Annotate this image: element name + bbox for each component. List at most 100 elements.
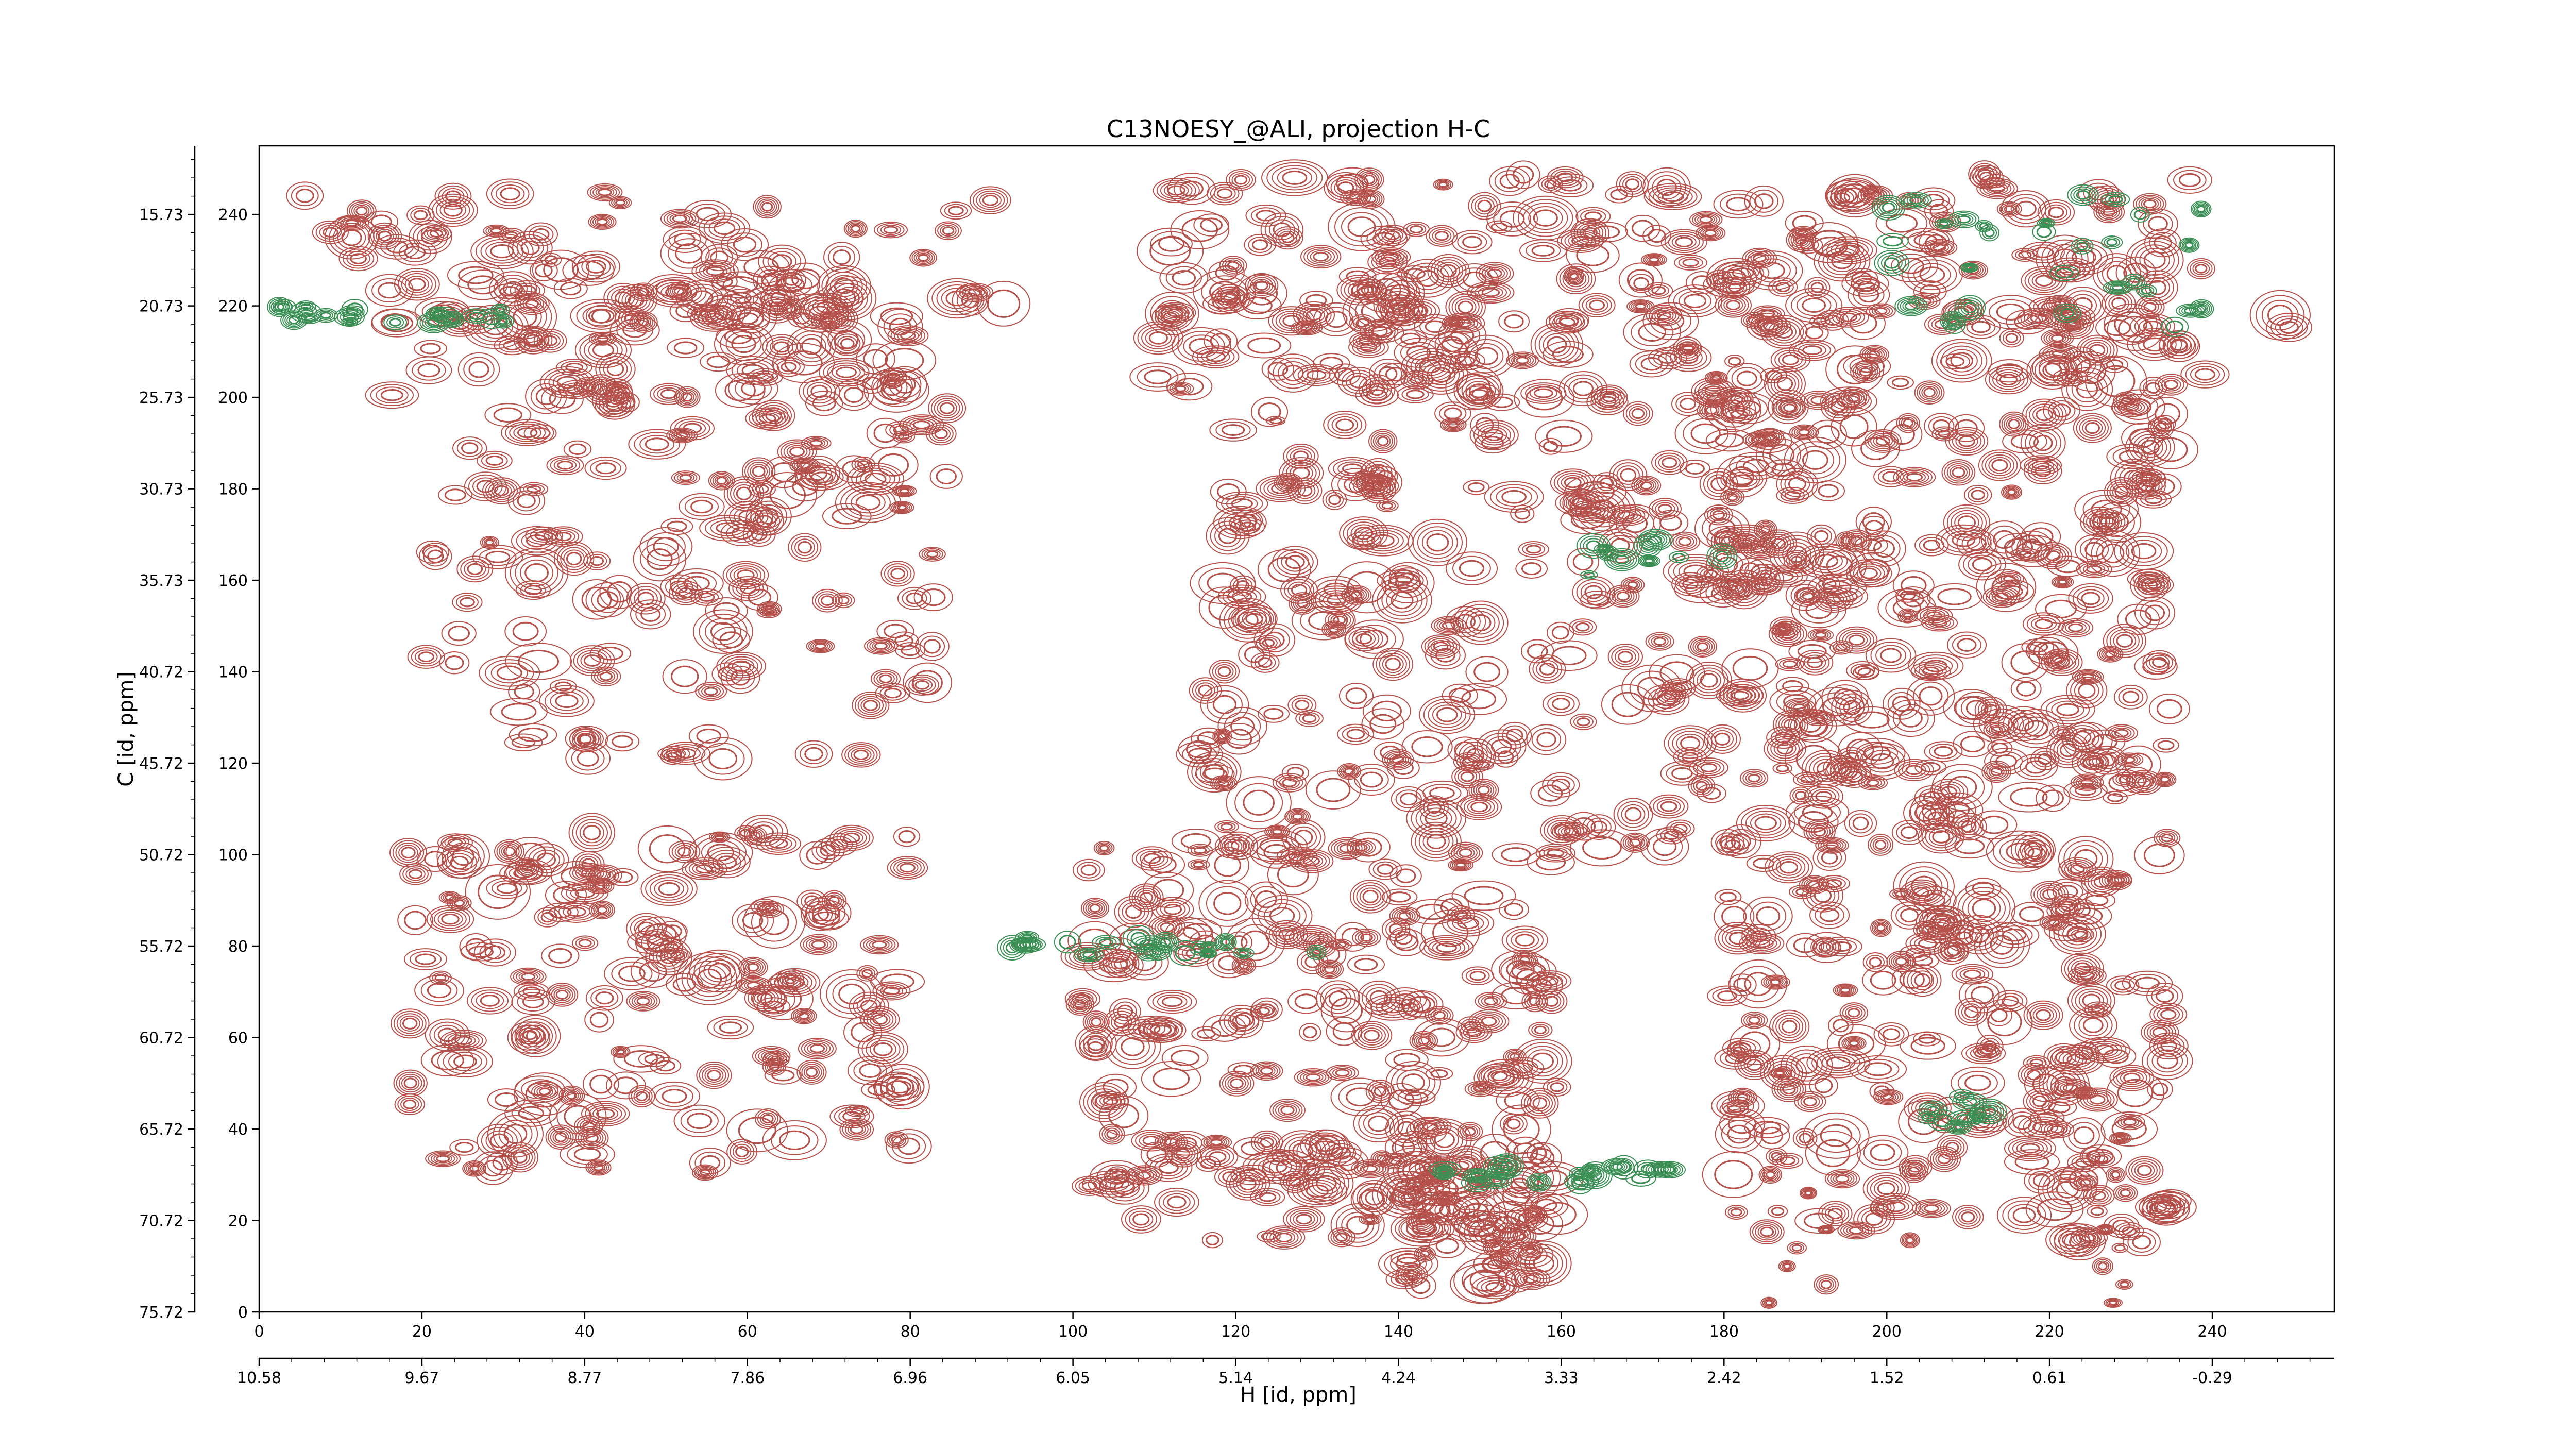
positive-contour [582, 1069, 619, 1100]
positive-contour [799, 1062, 825, 1083]
positive-contour [765, 1052, 787, 1067]
positive-contour [1474, 432, 1511, 454]
positive-contour [893, 860, 922, 876]
positive-contour [1502, 725, 1528, 746]
positive-contour [1663, 690, 1677, 700]
positive-contour [1159, 1135, 1183, 1150]
positive-contour [1278, 1104, 1297, 1117]
positive-contour [726, 1139, 758, 1165]
positive-contour [1290, 448, 1312, 464]
positive-contour [447, 895, 472, 911]
positive-contour [857, 1032, 909, 1067]
positive-contour [692, 609, 754, 654]
positive-contour [422, 544, 444, 560]
positive-contour [872, 1014, 888, 1025]
positive-contour [590, 988, 619, 1008]
positive-contour [1412, 1222, 1437, 1235]
positive-contour [1283, 1173, 1307, 1191]
positive-contour [1570, 713, 1597, 731]
positive-contour [1162, 1136, 1180, 1148]
positive-contour [527, 485, 541, 493]
positive-contour [1274, 473, 1303, 493]
positive-contour [1344, 619, 1404, 659]
positive-contour [851, 465, 900, 493]
positive-contour [1865, 638, 1917, 673]
positive-contour [1745, 811, 1786, 836]
positive-contour [592, 216, 613, 228]
positive-contour [1445, 551, 1498, 585]
positive-contour [1154, 1132, 1188, 1153]
positive-contour [1971, 490, 1985, 500]
positive-contour [671, 470, 700, 485]
positive-contour [286, 181, 324, 210]
positive-contour [1418, 828, 1454, 855]
positive-contour [1590, 820, 1607, 834]
positive-contour [844, 1121, 869, 1137]
positive-contour [1398, 998, 1423, 1020]
positive-contour [633, 537, 687, 582]
positive-contour [863, 1008, 897, 1031]
positive-contour [1352, 928, 1381, 947]
positive-contour [1256, 635, 1281, 651]
positive-contour [631, 1087, 653, 1105]
positive-contour [1714, 732, 1731, 746]
positive-contour [1679, 459, 1711, 478]
positive-contour [842, 1111, 861, 1122]
positive-contour [1433, 178, 1453, 191]
positive-contour [1215, 731, 1229, 742]
positive-contour [860, 935, 899, 955]
positive-contour [903, 662, 953, 703]
positive-contour [849, 224, 862, 234]
positive-contour [1521, 562, 1542, 576]
positive-contour [713, 602, 740, 620]
positive-contour [420, 979, 458, 1002]
positive-contour [511, 1024, 547, 1051]
positive-contour [1255, 1064, 1278, 1078]
positive-contour [1285, 1175, 1304, 1189]
positive-contour [1200, 217, 1223, 232]
positive-contour [445, 894, 455, 901]
positive-contour [1520, 639, 1554, 664]
positive-contour [1475, 417, 1494, 433]
positive-contour [398, 1073, 422, 1093]
positive-contour [1699, 468, 1738, 500]
positive-contour [295, 188, 314, 203]
positive-contour [1499, 1113, 1528, 1135]
positive-contour [789, 446, 805, 457]
positive-contour [1238, 609, 1270, 629]
positive-contour [734, 825, 757, 841]
positive-contour [1212, 662, 1237, 682]
positive-contour [1547, 776, 1575, 795]
positive-contour [660, 517, 693, 535]
positive-contour [1625, 403, 1651, 424]
positive-contour [607, 868, 639, 886]
positive-contour [1444, 407, 1462, 420]
positive-contour [410, 951, 442, 968]
positive-contour [876, 983, 907, 999]
positive-contour [694, 836, 747, 869]
positive-contour [919, 635, 945, 658]
contour-plot-area [267, 159, 2313, 1309]
positive-contour [1611, 692, 1645, 717]
positive-contour [1481, 436, 1504, 450]
positive-contour [759, 909, 789, 935]
positive-contour [1372, 861, 1398, 878]
positive-contour [490, 662, 528, 684]
positive-contour [1693, 667, 1725, 694]
positive-contour [805, 1067, 818, 1077]
positive-contour [572, 579, 621, 620]
positive-contour [581, 586, 612, 612]
positive-contour [1625, 835, 1646, 850]
positive-contour [1327, 612, 1351, 628]
positive-contour [843, 832, 860, 844]
positive-contour [1226, 169, 1256, 191]
positive-contour [1200, 1135, 1232, 1150]
positive-contour [1210, 478, 1247, 505]
positive-contour [1544, 996, 1558, 1007]
positive-contour [1239, 513, 1258, 528]
positive-contour [889, 1134, 904, 1145]
positive-contour [1998, 782, 2060, 813]
positive-contour [1440, 898, 1463, 916]
positive-contour [1685, 581, 1720, 598]
positive-contour [1355, 465, 1403, 499]
